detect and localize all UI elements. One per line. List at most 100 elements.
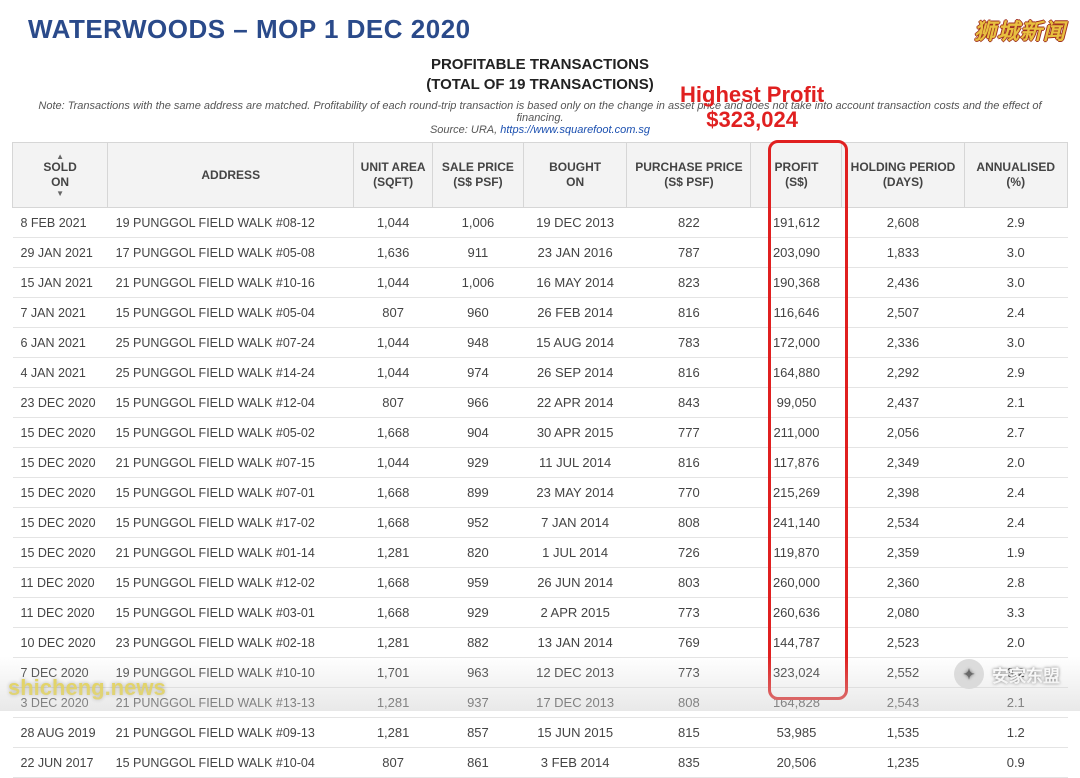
cell-addr: 21 PUNGGOL FIELD WALK #01-14: [108, 538, 354, 568]
cell-sold: 11 DEC 2020: [13, 598, 108, 628]
cell-profit: 99,050: [751, 388, 842, 418]
highlight-value: $323,024: [680, 107, 824, 132]
col-header-bought[interactable]: BOUGHTON: [523, 143, 626, 208]
cell-area: 1,668: [354, 598, 433, 628]
cell-area: 1,044: [354, 208, 433, 238]
cell-pp: 803: [627, 568, 751, 598]
cell-sold: 15 JAN 2021: [13, 268, 108, 298]
cell-ann: 2.9: [964, 358, 1067, 388]
cell-ann: 3.0: [964, 238, 1067, 268]
cell-area: 1,668: [354, 568, 433, 598]
cell-area: 1,281: [354, 628, 433, 658]
transactions-table: ▲SOLDON▼ADDRESSUNIT AREA(SQFT)SALE PRICE…: [12, 142, 1068, 778]
col-header-area[interactable]: UNIT AREA(SQFT): [354, 143, 433, 208]
cell-pp: 783: [627, 328, 751, 358]
col-header-sold[interactable]: ▲SOLDON▼: [13, 143, 108, 208]
cell-addr: 15 PUNGGOL FIELD WALK #03-01: [108, 598, 354, 628]
col-header-sale[interactable]: SALE PRICE(S$ PSF): [432, 143, 523, 208]
cell-addr: 19 PUNGGOL FIELD WALK #08-12: [108, 208, 354, 238]
cell-sold: 29 JAN 2021: [13, 238, 108, 268]
table-row: 15 DEC 202015 PUNGGOL FIELD WALK #05-021…: [13, 418, 1068, 448]
cell-pp: 816: [627, 298, 751, 328]
table-row: 15 DEC 202015 PUNGGOL FIELD WALK #07-011…: [13, 478, 1068, 508]
col-header-pp[interactable]: PURCHASE PRICE(S$ PSF): [627, 143, 751, 208]
cell-ann: 0.9: [964, 748, 1067, 778]
cell-addr: 15 PUNGGOL FIELD WALK #12-04: [108, 388, 354, 418]
cell-hold: 2,292: [842, 358, 964, 388]
col-header-text: ON: [17, 175, 103, 190]
cell-area: 1,281: [354, 718, 433, 748]
col-header-text: UNIT AREA: [358, 160, 428, 175]
cell-profit: 241,140: [751, 508, 842, 538]
cell-profit: 215,269: [751, 478, 842, 508]
sort-up-icon: ▲: [17, 153, 103, 160]
cell-bought: 3 FEB 2014: [523, 748, 626, 778]
watermark-top-right: 狮城新闻: [974, 14, 1066, 46]
cell-hold: 2,359: [842, 538, 964, 568]
table-header: ▲SOLDON▼ADDRESSUNIT AREA(SQFT)SALE PRICE…: [13, 143, 1068, 208]
footnote: Note: Transactions with the same address…: [0, 100, 1080, 124]
table-row: 3 DEC 202021 PUNGGOL FIELD WALK #13-131,…: [13, 688, 1068, 718]
cell-hold: 1,235: [842, 748, 964, 778]
cell-sale: 899: [432, 478, 523, 508]
cell-sold: 23 DEC 2020: [13, 388, 108, 418]
cell-ann: 2.0: [964, 448, 1067, 478]
cell-sale: 966: [432, 388, 523, 418]
sort-down-icon: ▼: [17, 190, 103, 197]
cell-hold: 1,833: [842, 238, 964, 268]
cell-area: 807: [354, 388, 433, 418]
cell-ann: 2.0: [964, 628, 1067, 658]
cell-bought: 2 APR 2015: [523, 598, 626, 628]
cell-sale: 882: [432, 628, 523, 658]
cell-hold: 2,436: [842, 268, 964, 298]
cell-area: 1,281: [354, 538, 433, 568]
cell-ann: 2.4: [964, 298, 1067, 328]
col-header-text: ANNUALISED: [969, 160, 1063, 175]
cell-bought: 22 APR 2014: [523, 388, 626, 418]
cell-bought: 26 FEB 2014: [523, 298, 626, 328]
cell-hold: 2,534: [842, 508, 964, 538]
cell-area: 807: [354, 298, 433, 328]
page-title: WATERWOODS – MOP 1 DEC 2020: [0, 0, 1080, 45]
cell-hold: 2,360: [842, 568, 964, 598]
cell-profit: 191,612: [751, 208, 842, 238]
cell-addr: 23 PUNGGOL FIELD WALK #02-18: [108, 628, 354, 658]
table-row: 23 DEC 202015 PUNGGOL FIELD WALK #12-048…: [13, 388, 1068, 418]
cell-addr: 25 PUNGGOL FIELD WALK #14-24: [108, 358, 354, 388]
table-row: 15 DEC 202021 PUNGGOL FIELD WALK #01-141…: [13, 538, 1068, 568]
cell-sale: 963: [432, 658, 523, 688]
table-row: 10 DEC 202023 PUNGGOL FIELD WALK #02-181…: [13, 628, 1068, 658]
table-row: 15 DEC 202015 PUNGGOL FIELD WALK #17-021…: [13, 508, 1068, 538]
cell-hold: 2,336: [842, 328, 964, 358]
source-link[interactable]: https://www.squarefoot.com.sg: [500, 124, 650, 136]
col-header-hold[interactable]: HOLDING PERIOD(DAYS): [842, 143, 964, 208]
col-header-addr[interactable]: ADDRESS: [108, 143, 354, 208]
cell-profit: 144,787: [751, 628, 842, 658]
col-header-text: (%): [969, 175, 1063, 190]
cell-sold: 28 AUG 2019: [13, 718, 108, 748]
cell-pp: 773: [627, 598, 751, 628]
cell-addr: 17 PUNGGOL FIELD WALK #05-08: [108, 238, 354, 268]
cell-profit: 190,368: [751, 268, 842, 298]
col-header-text: ON: [528, 175, 622, 190]
col-header-text: (S$): [755, 175, 837, 190]
col-header-text: SOLD: [17, 160, 103, 175]
cell-pp: 835: [627, 748, 751, 778]
col-header-ann[interactable]: ANNUALISED(%): [964, 143, 1067, 208]
cell-addr: 21 PUNGGOL FIELD WALK #10-16: [108, 268, 354, 298]
cell-sale: 904: [432, 418, 523, 448]
cell-profit: 260,636: [751, 598, 842, 628]
cell-hold: 2,552: [842, 658, 964, 688]
col-header-text: (DAYS): [846, 175, 959, 190]
cell-addr: 15 PUNGGOL FIELD WALK #07-01: [108, 478, 354, 508]
cell-pp: 815: [627, 718, 751, 748]
cell-pp: 823: [627, 268, 751, 298]
table-row: 8 FEB 202119 PUNGGOL FIELD WALK #08-121,…: [13, 208, 1068, 238]
transactions-table-wrap: ▲SOLDON▼ADDRESSUNIT AREA(SQFT)SALE PRICE…: [12, 142, 1068, 778]
cell-pp: 773: [627, 658, 751, 688]
col-header-profit[interactable]: PROFIT(S$): [751, 143, 842, 208]
cell-sale: 960: [432, 298, 523, 328]
cell-sale: 974: [432, 358, 523, 388]
cell-sale: 861: [432, 748, 523, 778]
cell-profit: 116,646: [751, 298, 842, 328]
